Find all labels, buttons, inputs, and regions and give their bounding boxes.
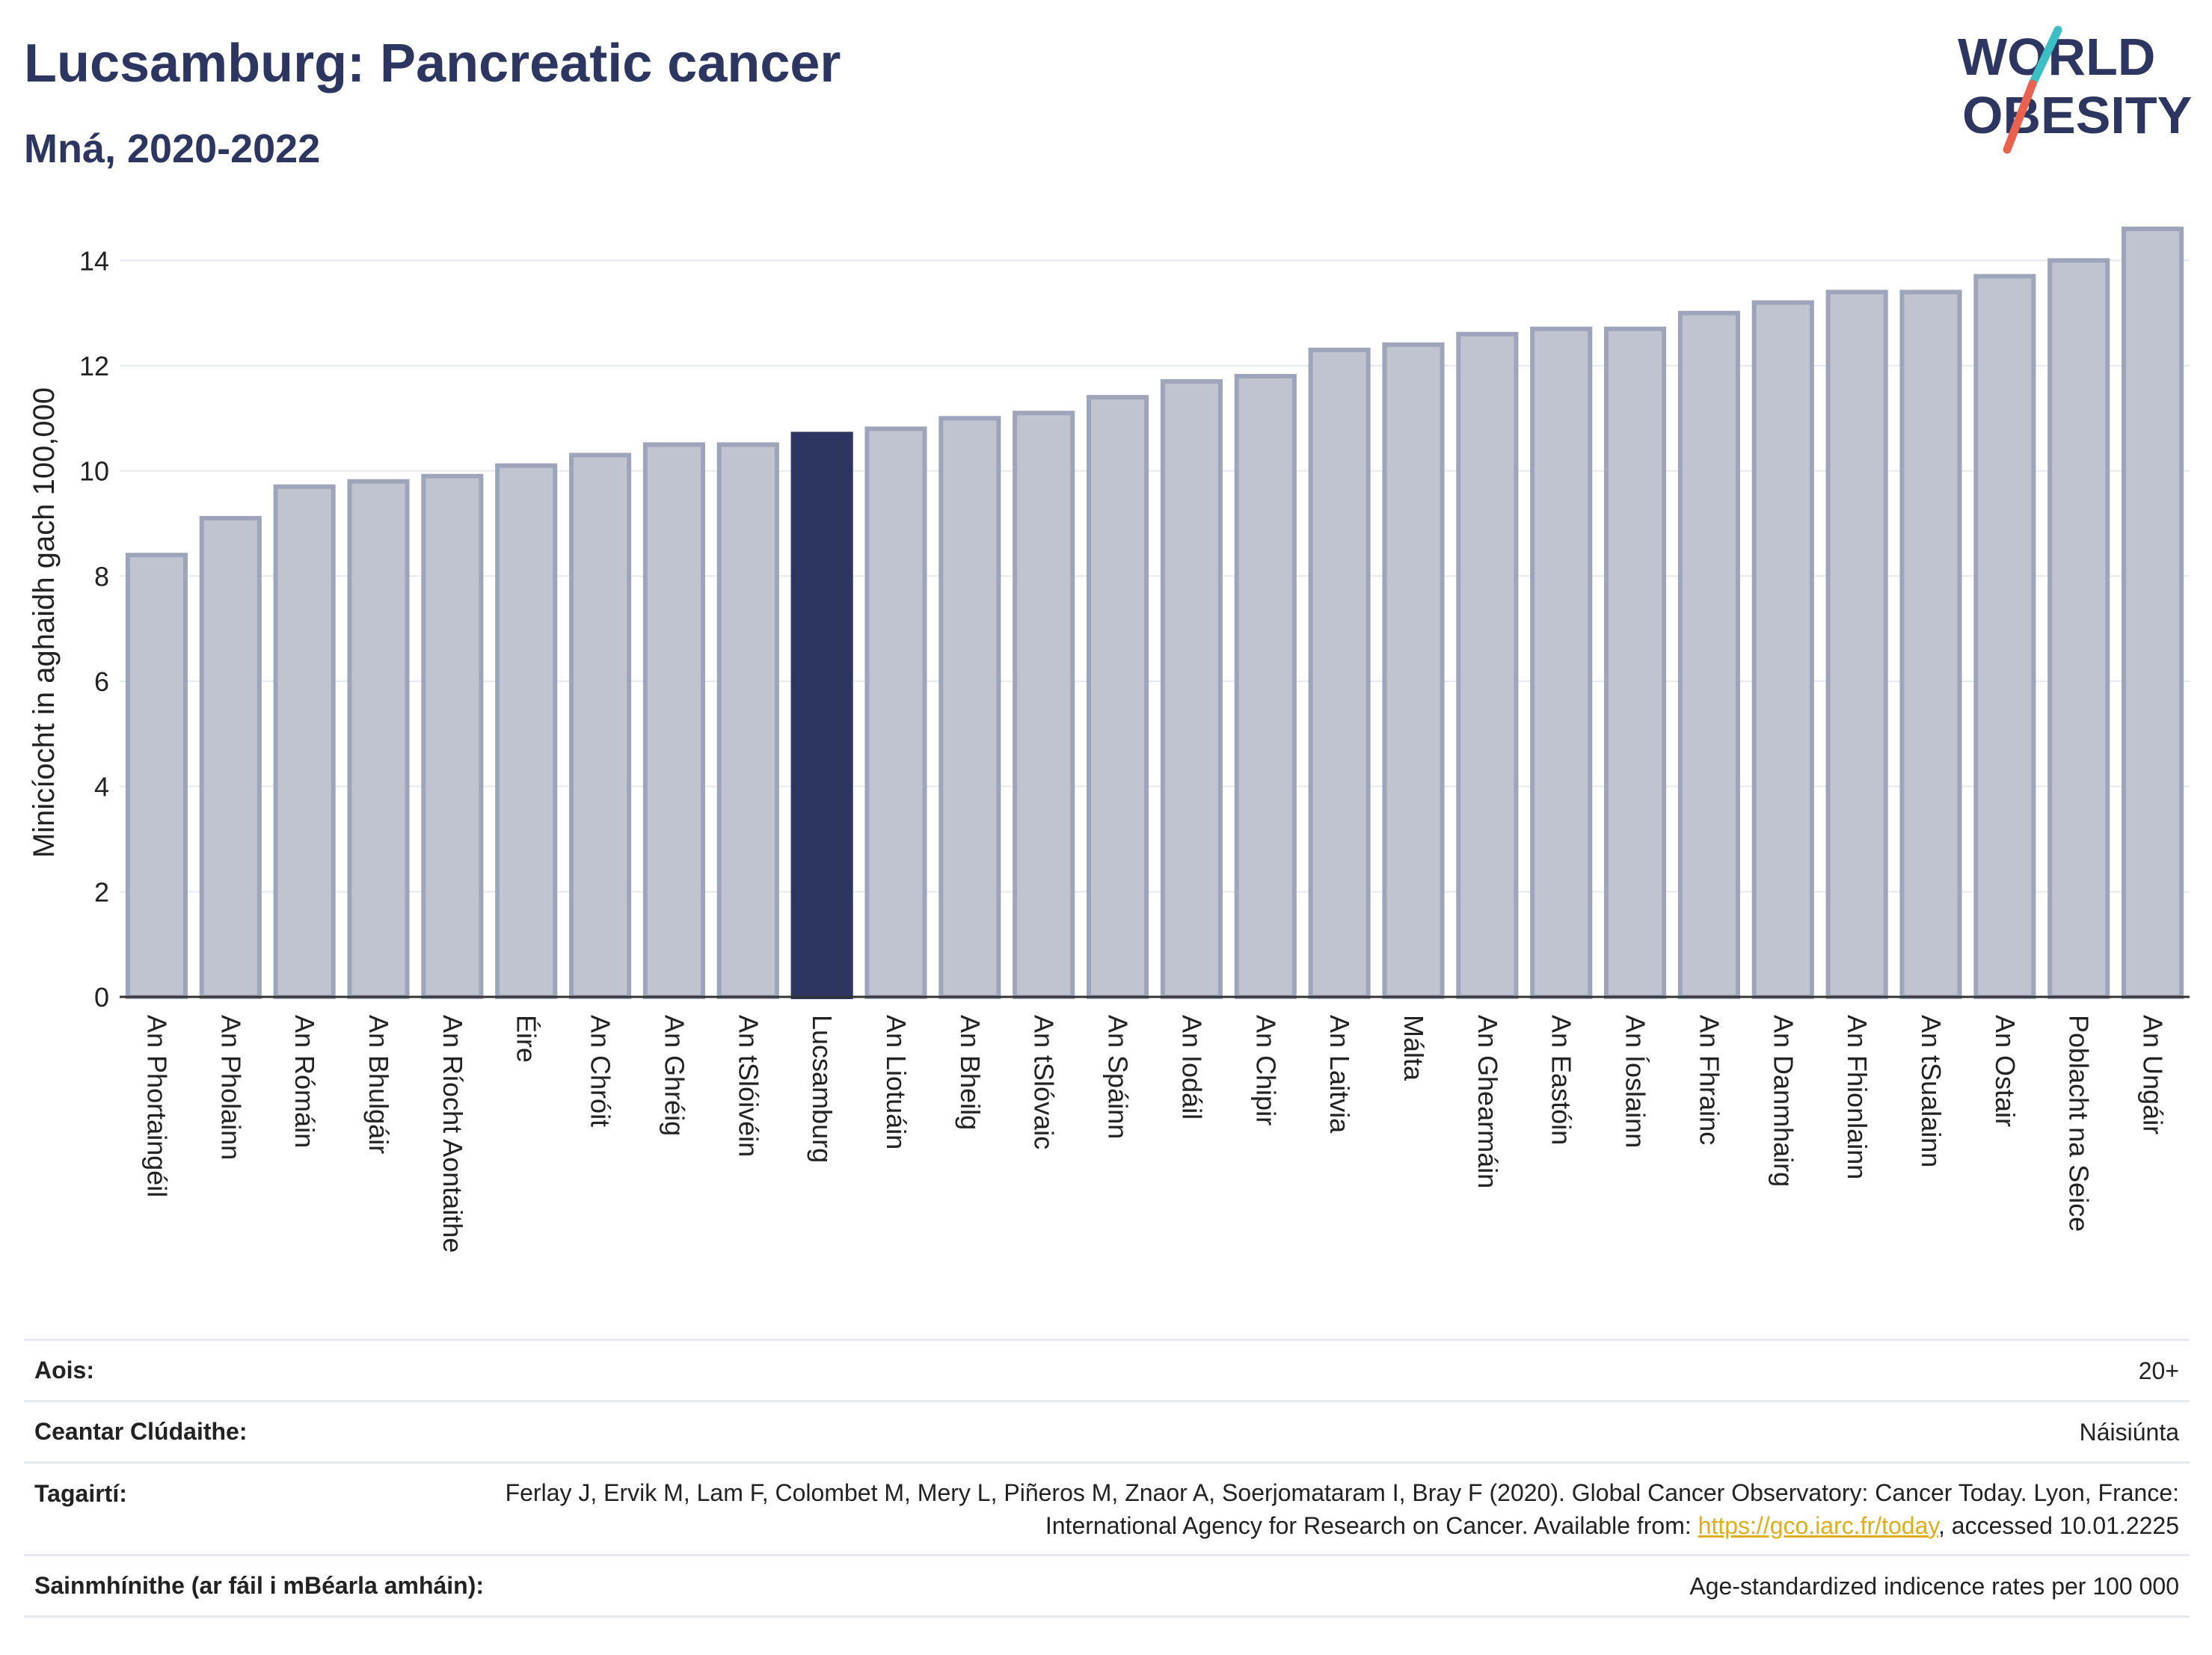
x-tick-label: An Danmhairg [1768,1015,1798,1187]
bar [864,426,927,999]
bar [1382,342,1445,1000]
meta-key: Aois: [24,1339,495,1402]
x-tick-label: An Phortaingéil [141,1015,172,1197]
meta-row-coverage: Ceantar Clúdaithe: Náisiúnta [24,1400,2190,1464]
x-tick-label: An Íoslainn [1620,1015,1651,1148]
bar [347,479,410,999]
bar [569,452,632,999]
y-tick-label: 14 [79,245,109,276]
meta-value: Age-standardized indicence rates per 100… [494,1554,2190,1618]
x-tick-label: An Eastóin [1546,1015,1577,1145]
bars [125,227,2184,1000]
metadata-table: Aois: 20+ Ceantar Clúdaithe: Náisiúnta T… [24,1339,2190,1618]
y-axis-ticks: 0 2 4 6 8 10 12 14 [79,245,109,1013]
x-tick-label: An Ríocht Aontaithe [437,1015,468,1253]
meta-value: Ferlay J, Ervik M, Lam F, Colombet M, Me… [494,1461,2190,1556]
x-tick-label: An Fhrainc [1694,1015,1724,1145]
bar [199,515,262,999]
x-tick-label: An Chróit [586,1015,616,1127]
y-axis-label: Minicíocht in aghaidh gach 100,000 [28,387,61,858]
x-tick-label: An Bheilg [955,1015,986,1130]
x-tick-label: An Pholainn [215,1015,246,1160]
x-tick-label: Éire [511,1015,542,1063]
bar [1899,289,1962,999]
x-tick-label: An Rómáin [289,1015,320,1148]
bar [1160,379,1223,999]
x-tick-label: An Bhulgáir [363,1015,394,1154]
y-tick-label: 2 [94,876,109,907]
x-tick-label: An tSlóvaic [1029,1015,1060,1149]
bar [1013,411,1075,999]
meta-key: Tagairtí: [24,1461,495,1556]
bar [125,553,188,999]
meta-row-references: Tagairtí: Ferlay J, Ervik M, Lam F, Colo… [24,1461,2190,1556]
x-tick-label: Málta [1398,1015,1429,1081]
x-tick-label: An Spáinn [1103,1015,1134,1139]
bar [1751,300,1814,999]
bar [1456,331,1519,1000]
bar [495,463,558,999]
bar [2047,258,2110,999]
world-obesity-logo: WORLD OBESITY [1958,25,2191,154]
bar [716,442,779,999]
x-tick-label: An Liotuáin [881,1015,912,1149]
x-tick-label: Lucsamburg [807,1015,838,1163]
bar [1973,274,2036,999]
x-tick-label: An Ungáir [2138,1015,2169,1134]
x-tick-label: An Ostair [1990,1015,2021,1127]
bar [421,473,484,999]
x-tick-label: An Laitvia [1324,1015,1355,1134]
x-tick-label: An Fhionlainn [1842,1015,1872,1179]
y-tick-label: 6 [94,666,109,697]
y-tick-label: 8 [94,561,109,592]
reference-accessed: , accessed 10.01.2225 [1938,1511,2179,1539]
x-tick-label: An Ghearmáin [1472,1015,1503,1188]
meta-value: 20+ [494,1339,2190,1402]
y-tick-label: 12 [79,351,109,381]
bar [1530,326,1593,999]
bar [938,416,1001,999]
bar [1825,289,1888,999]
bar [2122,227,2184,999]
reference-link[interactable]: https://gco.iarc.fr/today [1698,1511,1938,1539]
bar [1234,374,1297,1000]
x-tick-label: An Iodáil [1176,1015,1207,1120]
bar [1308,347,1371,999]
bar [1604,326,1667,999]
chart-title: Lucsamburg: Pancreatic cancer [24,34,841,93]
x-tick-label: An Chipir [1250,1015,1281,1126]
meta-value: Náisiúnta [494,1400,2190,1464]
x-tick-label: An tSualainn [1916,1015,1947,1167]
meta-key: Sainmhínithe (ar fáil i mBéarla amháin): [24,1554,495,1618]
y-tick-label: 0 [94,982,109,1013]
logo-line-2: OBESITY [1962,86,2191,144]
meta-key: Ceantar Clúdaithe: [24,1400,495,1464]
y-tick-label: 10 [79,456,109,487]
meta-row-age: Aois: 20+ [24,1339,2190,1402]
x-tick-label: An Ghréig [659,1015,689,1136]
logo-slash-coral [2003,79,2037,154]
reference-text: Ferlay J, Ervik M, Lam F, Colombet M, Me… [505,1479,2179,1539]
bar [1677,310,1740,999]
logo-slash-teal [2028,25,2062,88]
bar [642,442,705,999]
bar [790,432,853,999]
x-axis-labels: An Phortaingéil An Pholainn An Rómáin An Bh… [141,1015,2168,1253]
x-tick-label: Poblacht na Seice [2064,1015,2095,1232]
bar [273,484,336,999]
chart-subtitle: Mná, 2020-2022 [24,126,321,171]
meta-row-definitions: Sainmhínithe (ar fáil i mBéarla amháin):… [24,1554,2190,1618]
x-tick-label: An tSlóivéin [733,1015,764,1157]
bar [1087,395,1149,999]
y-tick-label: 4 [94,772,109,802]
